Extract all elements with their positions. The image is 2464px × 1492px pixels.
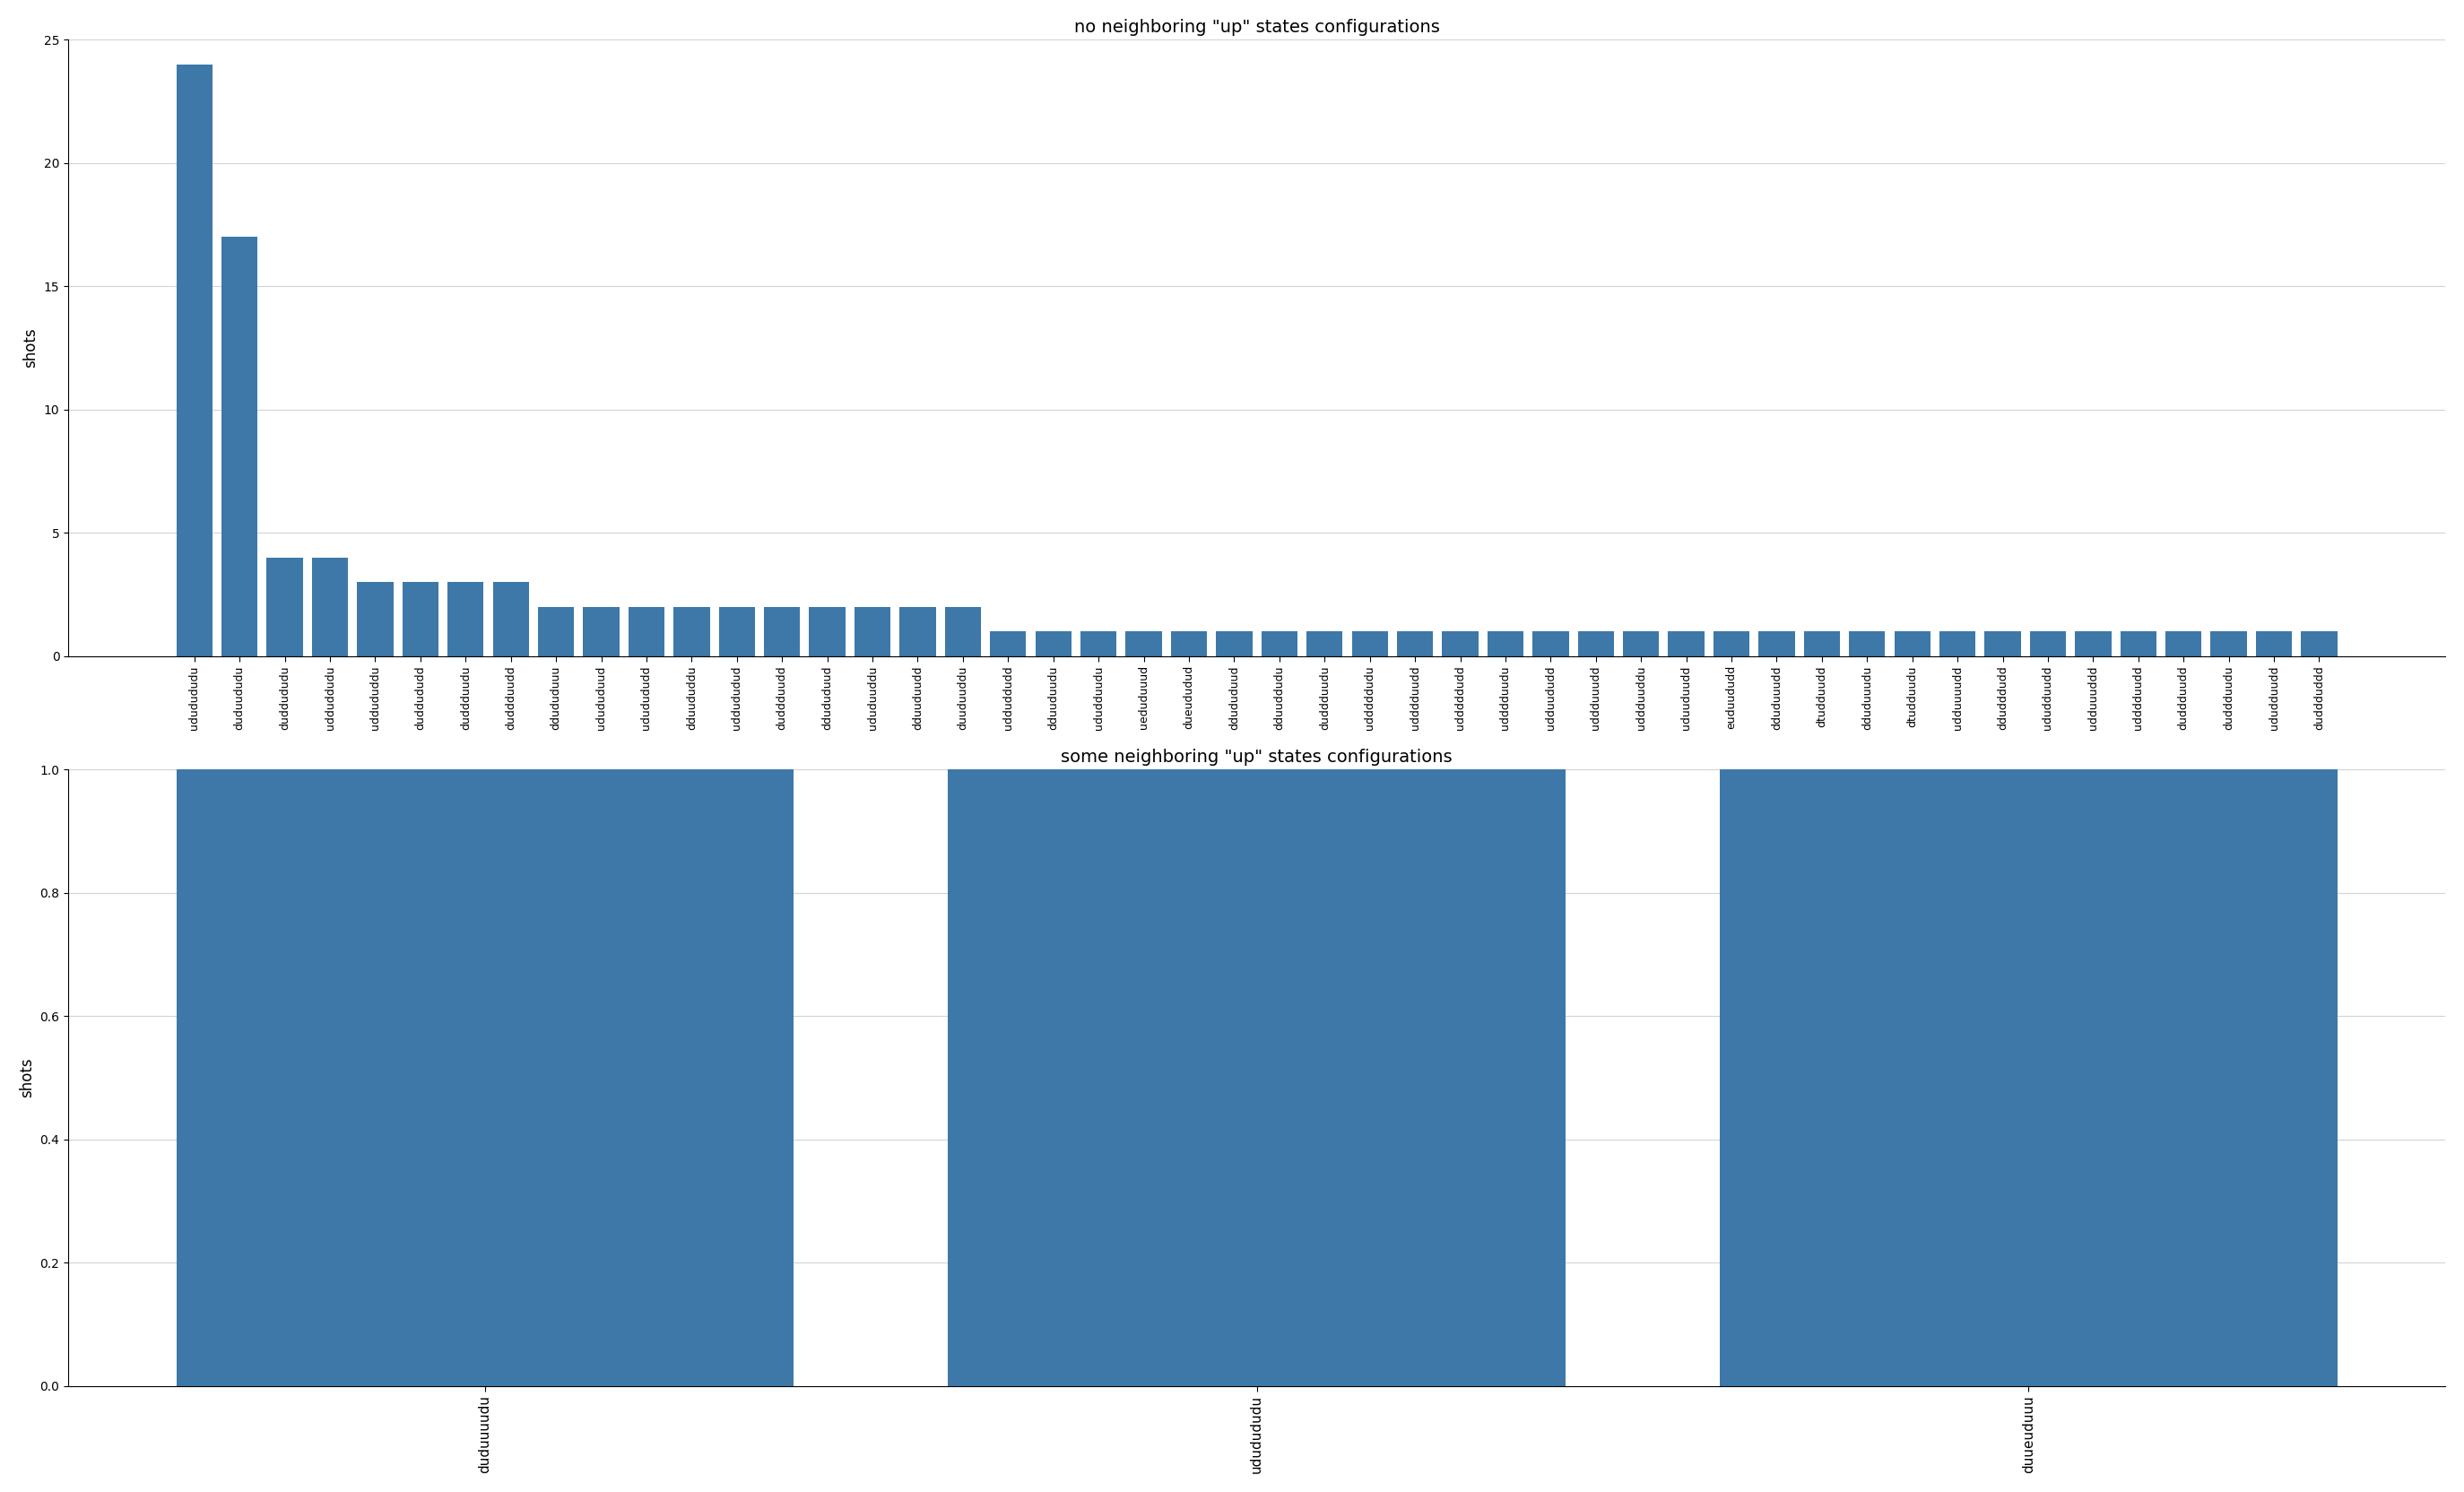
Bar xyxy=(1441,631,1478,656)
Bar xyxy=(1170,631,1207,656)
Bar xyxy=(1624,631,1658,656)
Bar xyxy=(991,631,1025,656)
Bar xyxy=(584,607,618,656)
Bar xyxy=(855,607,890,656)
Bar xyxy=(2301,631,2338,656)
Y-axis label: shots: shots xyxy=(22,328,39,369)
Title: no neighboring "up" states configurations: no neighboring "up" states configuration… xyxy=(1074,19,1439,36)
Bar xyxy=(2030,631,2065,656)
Title: some neighboring "up" states configurations: some neighboring "up" states configurati… xyxy=(1062,749,1454,765)
Bar xyxy=(448,582,483,656)
Bar xyxy=(2257,631,2292,656)
Bar xyxy=(944,607,981,656)
Bar xyxy=(1353,631,1387,656)
Bar xyxy=(1804,631,1841,656)
Bar xyxy=(357,582,394,656)
Bar xyxy=(1397,631,1434,656)
Bar xyxy=(402,582,439,656)
Bar xyxy=(1217,631,1252,656)
Bar xyxy=(1895,631,1929,656)
Bar xyxy=(2075,631,2112,656)
Bar xyxy=(1720,770,2338,1386)
Bar xyxy=(1488,631,1523,656)
Bar xyxy=(628,607,665,656)
Bar xyxy=(949,770,1565,1386)
Bar xyxy=(2210,631,2247,656)
Bar xyxy=(764,607,801,656)
Bar xyxy=(1712,631,1749,656)
Bar xyxy=(177,64,212,656)
Bar xyxy=(1848,631,1885,656)
Bar xyxy=(673,607,710,656)
Bar xyxy=(313,558,347,656)
Bar xyxy=(1035,631,1072,656)
Bar xyxy=(1759,631,1794,656)
Bar xyxy=(493,582,530,656)
Bar xyxy=(1126,631,1163,656)
Bar xyxy=(1984,631,2020,656)
Bar xyxy=(537,607,574,656)
Bar xyxy=(1082,631,1116,656)
Bar xyxy=(719,607,754,656)
Y-axis label: shots: shots xyxy=(20,1058,34,1098)
Bar xyxy=(2166,631,2203,656)
Bar xyxy=(1668,631,1705,656)
Bar xyxy=(1577,631,1614,656)
Bar xyxy=(266,558,303,656)
Bar xyxy=(808,607,845,656)
Bar xyxy=(2119,631,2156,656)
Bar xyxy=(1262,631,1299,656)
Bar xyxy=(177,770,793,1386)
Bar xyxy=(899,607,936,656)
Bar xyxy=(1939,631,1976,656)
Bar xyxy=(1306,631,1343,656)
Bar xyxy=(222,237,259,656)
Bar xyxy=(1533,631,1570,656)
